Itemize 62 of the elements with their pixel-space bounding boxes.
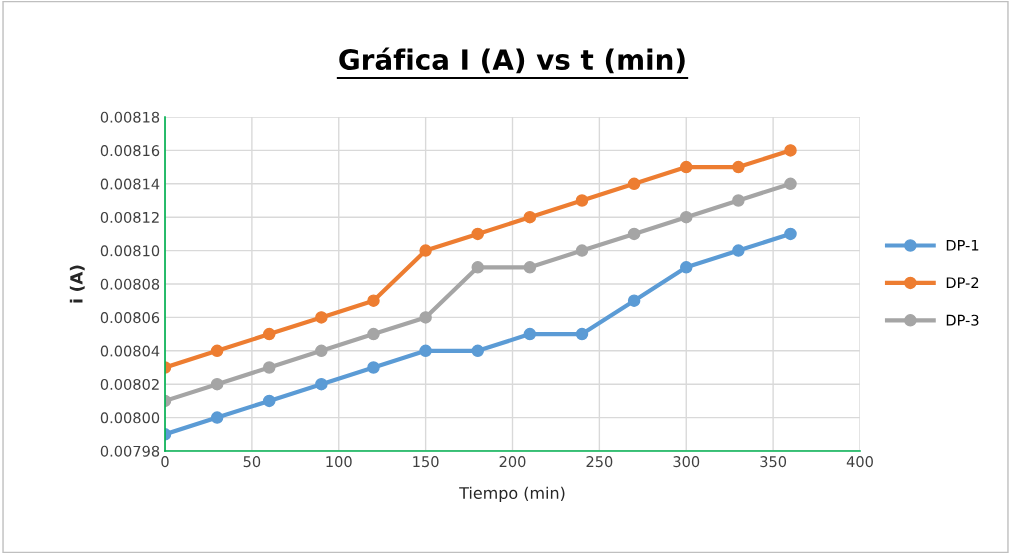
point (367, 327, 380, 341)
point (471, 227, 485, 241)
x-tick-label: 400 (846, 456, 873, 468)
point (575, 244, 589, 257)
point (419, 344, 432, 358)
point (210, 411, 224, 424)
y-tick-label: 0.00818 (100, 111, 160, 123)
point (210, 344, 224, 358)
y-tick-label: 0.00800 (100, 412, 160, 424)
point (627, 294, 641, 307)
point (732, 244, 745, 257)
legend-label: DP-1 (946, 239, 979, 251)
x-axis-title: Tiempo (min) (459, 486, 565, 503)
point (732, 194, 745, 207)
point (627, 177, 641, 191)
point (784, 144, 797, 157)
point (679, 261, 693, 274)
point (471, 344, 485, 358)
point (419, 311, 432, 324)
x-tick-label: 50 (243, 456, 261, 468)
x-tick-label: 0 (161, 456, 169, 468)
point (315, 377, 328, 391)
y-tick-label: 0.00802 (100, 378, 159, 390)
point (262, 327, 276, 341)
point (784, 177, 797, 191)
y-tick-label: 0.00798 (100, 445, 160, 457)
y-tick-label: 0.00810 (100, 245, 160, 257)
point (627, 227, 641, 241)
x-tick-label: 200 (499, 456, 526, 468)
x-tick-label: 150 (413, 456, 439, 468)
point (262, 394, 276, 408)
y-tick-label: 0.00808 (100, 278, 160, 290)
point (732, 160, 745, 174)
point (523, 261, 537, 274)
point (575, 194, 589, 207)
point (471, 261, 485, 274)
x-tick-label: 100 (326, 456, 352, 468)
point (784, 227, 797, 241)
x-tick-label: 250 (586, 456, 613, 468)
point (419, 244, 432, 257)
chart-title: Gráfica I (A) vs t (min) (339, 47, 685, 74)
point (367, 361, 380, 374)
legend-label: DP-3 (946, 314, 979, 326)
point (575, 327, 589, 341)
point (523, 210, 537, 224)
point (367, 294, 380, 307)
y-tick-label: 0.00816 (100, 145, 160, 157)
point (523, 327, 537, 341)
y-tick-label: 0.00804 (100, 345, 160, 357)
y-tick-label: 0.00814 (100, 178, 160, 190)
point (262, 361, 276, 374)
point (210, 377, 224, 391)
point (679, 160, 693, 174)
y-axis-title: i (A) (69, 265, 85, 303)
point (315, 344, 328, 358)
y-tick-label: 0.00806 (100, 312, 160, 324)
x-tick-label: 350 (760, 456, 787, 468)
x-tick-label: 300 (673, 456, 700, 468)
point (315, 311, 328, 324)
legend-label: DP-2 (946, 277, 979, 289)
point (679, 210, 693, 224)
y-tick-label: 0.00812 (100, 211, 159, 223)
